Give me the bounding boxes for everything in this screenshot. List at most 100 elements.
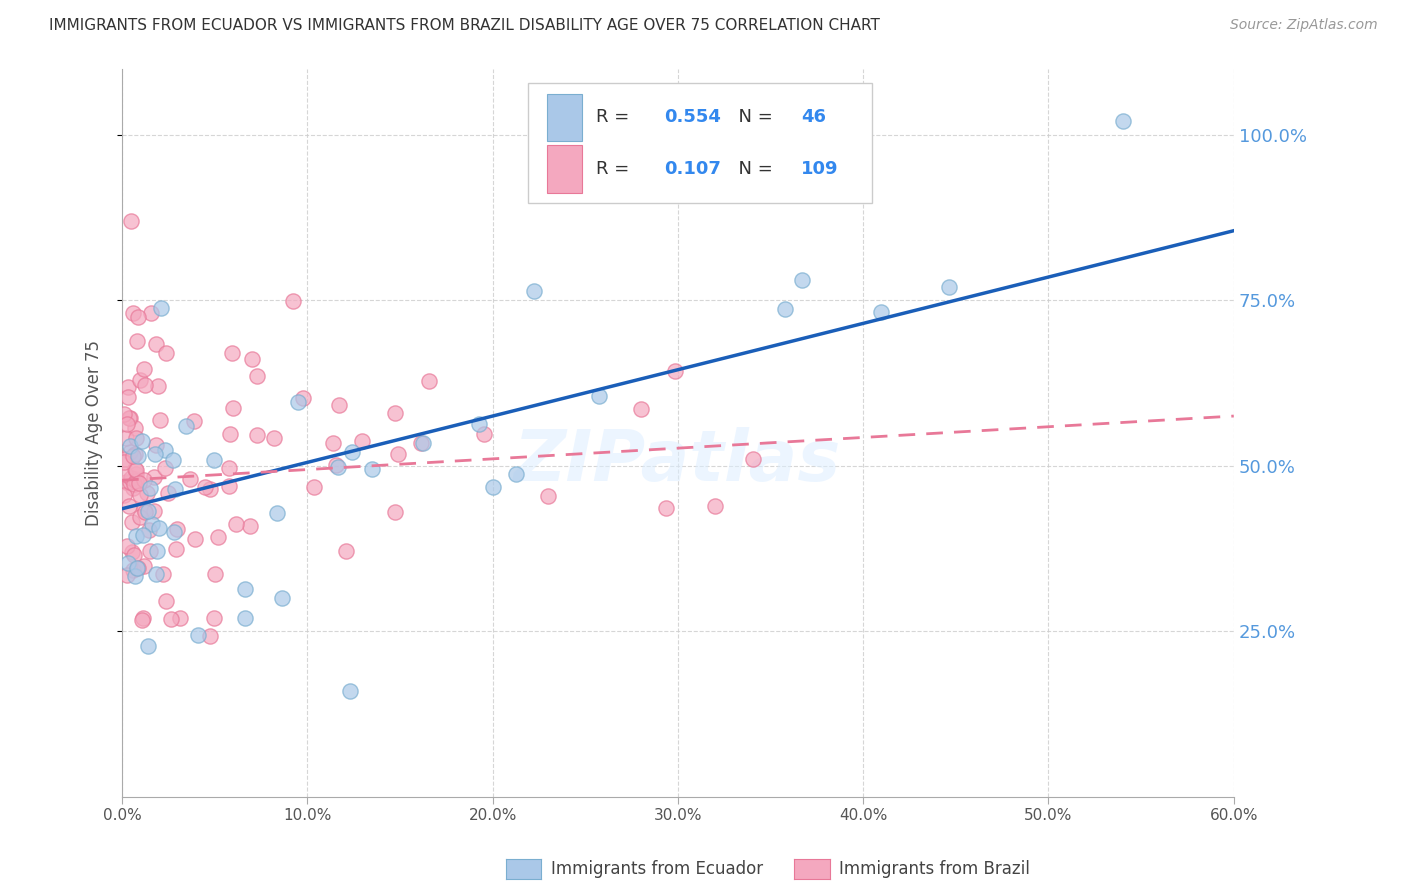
- Point: [263, 431, 285, 445]
- Point: [630, 402, 652, 417]
- Point: [165, 542, 187, 557]
- Point: [127, 561, 149, 575]
- Point: [387, 447, 409, 461]
- Point: [194, 480, 217, 494]
- Point: [207, 530, 229, 544]
- Point: [124, 431, 146, 445]
- Point: [1111, 114, 1133, 128]
- Text: Immigrants from Ecuador: Immigrants from Ecuador: [551, 860, 763, 878]
- Text: IMMIGRANTS FROM ECUADOR VS IMMIGRANTS FROM BRAZIL DISABILITY AGE OVER 75 CORRELA: IMMIGRANTS FROM ECUADOR VS IMMIGRANTS FR…: [49, 18, 880, 33]
- Point: [342, 445, 364, 459]
- Point: [141, 516, 163, 531]
- Point: [222, 401, 245, 416]
- Point: [418, 374, 440, 388]
- Point: [326, 460, 349, 475]
- Point: [134, 377, 156, 392]
- Point: [409, 435, 432, 450]
- Point: [120, 475, 142, 489]
- Point: [127, 334, 149, 348]
- Point: [384, 505, 406, 519]
- Point: [412, 435, 434, 450]
- Point: [938, 280, 960, 294]
- Point: [239, 519, 262, 533]
- Point: [655, 500, 678, 515]
- Text: Source: ZipAtlas.com: Source: ZipAtlas.com: [1230, 18, 1378, 32]
- Text: N =: N =: [727, 108, 779, 126]
- Point: [163, 524, 186, 539]
- Point: [179, 472, 201, 486]
- Point: [155, 346, 177, 360]
- Point: [271, 591, 294, 606]
- Point: [128, 374, 150, 388]
- Point: [266, 506, 288, 520]
- Point: [153, 460, 176, 475]
- Text: 0.554: 0.554: [665, 108, 721, 126]
- Point: [117, 556, 139, 570]
- Point: [139, 544, 162, 558]
- Point: [468, 417, 491, 432]
- Point: [145, 336, 167, 351]
- Point: [145, 566, 167, 581]
- Point: [790, 273, 813, 287]
- Point: [283, 293, 305, 308]
- Point: [384, 405, 406, 419]
- Point: [117, 380, 139, 394]
- Point: [165, 483, 187, 497]
- Point: [155, 594, 177, 608]
- Point: [131, 434, 153, 449]
- Point: [134, 505, 156, 519]
- Point: [291, 391, 314, 405]
- Point: [114, 467, 136, 482]
- Point: [125, 529, 148, 543]
- Point: [143, 503, 166, 517]
- Point: [152, 566, 174, 581]
- Point: [156, 485, 179, 500]
- FancyBboxPatch shape: [527, 83, 873, 203]
- Point: [183, 414, 205, 428]
- Point: [339, 683, 361, 698]
- Point: [225, 517, 247, 532]
- Point: [115, 417, 138, 432]
- Point: [184, 533, 207, 547]
- Point: [121, 515, 143, 529]
- Point: [204, 567, 226, 582]
- Point: [127, 310, 149, 325]
- Point: [218, 461, 240, 475]
- Point: [124, 447, 146, 461]
- Point: [202, 611, 225, 625]
- Point: [159, 612, 181, 626]
- Text: Immigrants from Brazil: Immigrants from Brazil: [839, 860, 1031, 878]
- Text: ZIPatlas: ZIPatlas: [515, 427, 842, 496]
- Point: [127, 450, 149, 464]
- Point: [482, 479, 505, 493]
- Point: [328, 398, 350, 412]
- Point: [139, 481, 162, 495]
- Point: [246, 369, 269, 384]
- Point: [242, 352, 264, 367]
- Point: [588, 389, 610, 403]
- Point: [187, 628, 209, 642]
- Point: [128, 510, 150, 524]
- Point: [233, 582, 256, 596]
- Point: [142, 470, 165, 484]
- Point: [124, 569, 146, 583]
- Point: [869, 305, 891, 319]
- Point: [118, 445, 141, 459]
- FancyBboxPatch shape: [547, 145, 582, 193]
- Point: [741, 452, 763, 467]
- Point: [131, 613, 153, 627]
- Point: [124, 472, 146, 486]
- Point: [472, 426, 495, 441]
- Point: [122, 549, 145, 563]
- Point: [141, 306, 163, 320]
- Point: [325, 458, 347, 472]
- Point: [204, 453, 226, 467]
- Point: [219, 426, 242, 441]
- Point: [162, 452, 184, 467]
- Point: [505, 467, 527, 482]
- Point: [136, 486, 159, 500]
- Point: [132, 558, 155, 573]
- Point: [245, 427, 267, 442]
- Point: [129, 488, 152, 502]
- Point: [118, 410, 141, 425]
